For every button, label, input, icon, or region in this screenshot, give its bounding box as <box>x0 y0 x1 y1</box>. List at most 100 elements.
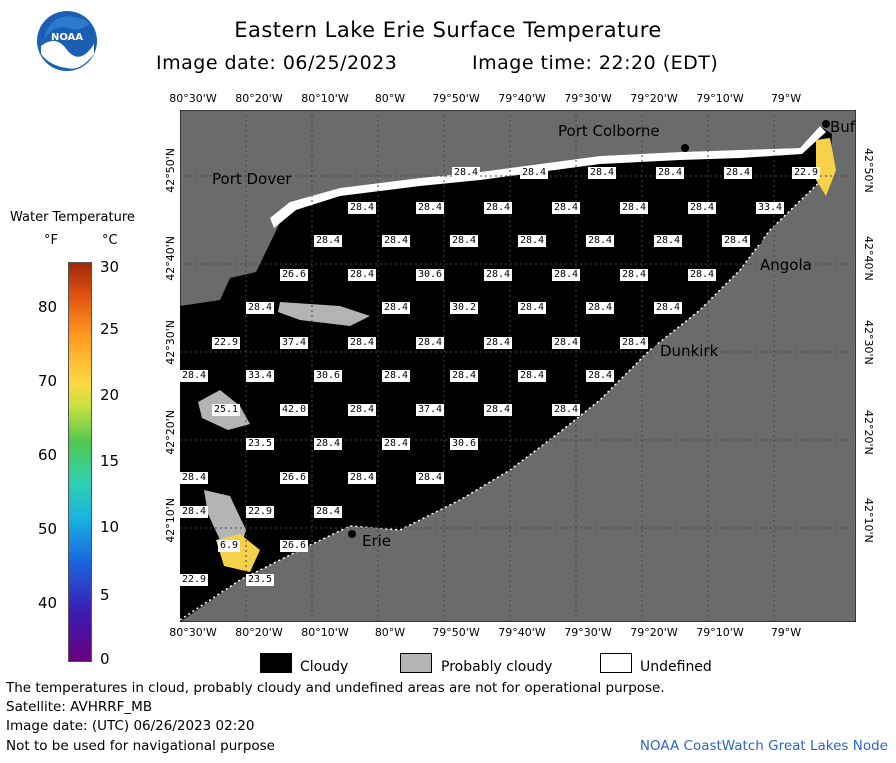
temp-label: 33.4 <box>756 202 785 214</box>
c-tick: 20 <box>100 386 120 404</box>
temp-label: 22.9 <box>180 574 209 586</box>
temp-label: 28.4 <box>348 269 377 281</box>
temp-label: 28.4 <box>382 302 411 314</box>
temp-label: 22.9 <box>246 506 275 518</box>
map-svg <box>179 109 857 623</box>
temp-label: 30.2 <box>450 302 479 314</box>
lat-label: 42°20'N <box>164 410 177 455</box>
temp-label: 28.4 <box>518 235 547 247</box>
lon-label: 79°30'W <box>564 92 612 105</box>
undefined-swatch <box>600 653 632 673</box>
lon-label: 79°W <box>770 626 802 639</box>
page-title: Eastern Lake Erie Surface Temperature <box>234 18 662 42</box>
logo-text: NOAA <box>50 32 84 43</box>
temp-label: 26.6 <box>280 472 309 484</box>
temp-label: 28.4 <box>484 337 513 349</box>
lon-label: 80°W <box>374 92 406 105</box>
temp-label: 28.4 <box>722 235 751 247</box>
temp-label: 28.4 <box>382 235 411 247</box>
temp-label: 28.4 <box>382 438 411 450</box>
f-tick: 50 <box>38 520 58 538</box>
temp-label: 28.4 <box>520 167 549 179</box>
temp-label: 28.4 <box>654 235 683 247</box>
temp-label: 28.4 <box>180 506 209 518</box>
temp-label: 28.4 <box>416 472 445 484</box>
temp-label: 28.4 <box>654 302 683 314</box>
lon-label: 79°40'W <box>498 92 546 105</box>
temp-label: 28.4 <box>688 202 717 214</box>
lon-label: 79°40'W <box>498 626 546 639</box>
f-tick: 70 <box>38 372 58 390</box>
legend-title: Water Temperature <box>10 210 135 225</box>
c-tick: 5 <box>100 586 110 604</box>
temp-label: 28.4 <box>552 404 581 416</box>
lon-label: 79°30'W <box>564 626 612 639</box>
c-tick: 25 <box>100 320 120 338</box>
temp-label: 28.4 <box>416 337 445 349</box>
lon-label: 79°20'W <box>630 626 678 639</box>
temp-label: 28.4 <box>586 302 615 314</box>
temp-label: 30.6 <box>416 269 445 281</box>
temp-label: 28.4 <box>246 302 275 314</box>
undefined-label: Undefined <box>640 659 712 675</box>
c-tick: 30 <box>100 258 120 276</box>
lon-label: 79°10'W <box>696 626 744 639</box>
temp-label: 28.4 <box>552 202 581 214</box>
c-tick: 15 <box>100 452 120 470</box>
footer-satellite: Satellite: AVHRRF_MB <box>6 699 153 715</box>
footer-credit: NOAA CoastWatch Great Lakes Node <box>639 738 888 754</box>
temp-label: 28.4 <box>314 438 343 450</box>
f-tick: 40 <box>38 594 58 612</box>
lon-label: 80°10'W <box>301 92 349 105</box>
lon-label: 79°50'W <box>432 92 480 105</box>
lon-label: 80°W <box>374 626 406 639</box>
temp-label: 28.4 <box>314 235 343 247</box>
temp-label: 28.4 <box>180 370 209 382</box>
lon-label: 79°20'W <box>630 92 678 105</box>
temp-label: 28.4 <box>450 235 479 247</box>
temp-label: 28.4 <box>620 202 649 214</box>
temp-label: 28.4 <box>416 202 445 214</box>
lake-map: 28.4 28.4 28.4 28.4 28.4 22.9 28.4 28.4 … <box>179 109 857 623</box>
probably-cloudy-label: Probably cloudy <box>441 659 553 675</box>
temp-label: 28.4 <box>484 269 513 281</box>
temp-label: 28.4 <box>450 370 479 382</box>
lat-label: 42°30'N <box>862 320 875 365</box>
image-time: Image time: 22:20 (EDT) <box>472 52 719 74</box>
image-date: Image date: 06/25/2023 <box>156 52 398 74</box>
temp-label: 37.4 <box>280 337 309 349</box>
legend-c-label: °C <box>102 233 118 248</box>
temp-label: 25.1 <box>212 404 241 416</box>
temp-label: 28.4 <box>586 370 615 382</box>
temp-label: 28.4 <box>484 404 513 416</box>
probably-cloudy-swatch <box>400 653 432 673</box>
temp-label: 28.4 <box>518 370 547 382</box>
lat-label: 42°30'N <box>164 320 177 365</box>
temp-label: 22.9 <box>212 337 241 349</box>
lon-label: 80°20'W <box>235 92 283 105</box>
lat-label: 42°40'N <box>164 236 177 281</box>
temp-label: 23.5 <box>246 438 275 450</box>
cloudy-swatch <box>260 653 292 673</box>
temp-label: 33.4 <box>246 370 275 382</box>
c-tick: 10 <box>100 518 120 536</box>
lat-label: 42°20'N <box>862 410 875 455</box>
legend-f-label: °F <box>44 233 58 248</box>
temp-label: 28.4 <box>348 337 377 349</box>
lat-label: 42°40'N <box>862 236 875 281</box>
temp-label: 28.4 <box>518 302 547 314</box>
temp-label: 28.4 <box>348 472 377 484</box>
lon-label: 79°W <box>770 92 802 105</box>
lat-label: 42°10'N <box>164 498 177 543</box>
temp-label: 28.4 <box>656 167 685 179</box>
temp-label: 28.4 <box>586 235 615 247</box>
temp-label: 28.4 <box>588 167 617 179</box>
lat-label: 42°10'N <box>862 498 875 543</box>
lon-label: 80°20'W <box>235 626 283 639</box>
city-label: Dunkirk <box>660 342 719 360</box>
lon-label: 80°30'W <box>169 92 217 105</box>
footer-utc-date: Image date: (UTC) 06/26/2023 02:20 <box>6 718 255 734</box>
temp-label: 28.4 <box>688 269 717 281</box>
cloudy-label: Cloudy <box>300 659 349 675</box>
lat-label: 42°50'N <box>862 148 875 193</box>
